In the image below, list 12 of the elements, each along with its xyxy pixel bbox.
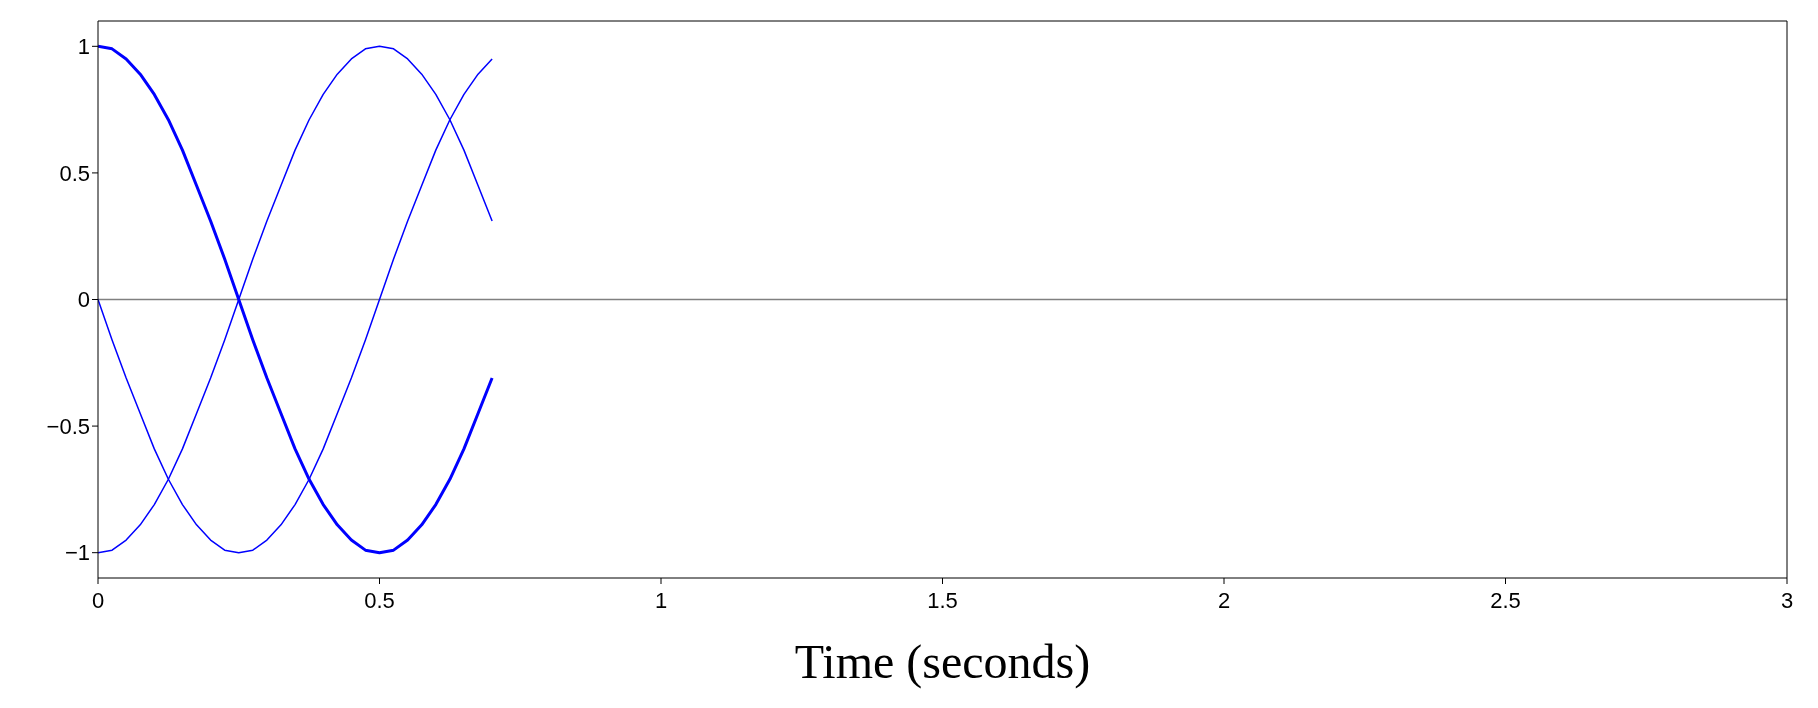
x-tick-label: 1	[654, 587, 668, 613]
x-tick-label: 2.5	[1490, 587, 1521, 613]
x-tick-label: 3	[1780, 587, 1794, 613]
x-tick-label: 0.5	[364, 587, 395, 613]
y-tick-label: 0.5	[59, 160, 90, 186]
y-tick-label: −1	[64, 540, 90, 566]
y-tick-label: 1	[77, 34, 90, 60]
y-tick-label: 0	[77, 287, 90, 313]
x-axis-title: Time (seconds)	[794, 635, 1091, 689]
y-tick-label: −0.5	[46, 413, 90, 439]
x-tick-label: 2	[1217, 587, 1231, 613]
x-tick-label: 1.5	[927, 587, 958, 613]
